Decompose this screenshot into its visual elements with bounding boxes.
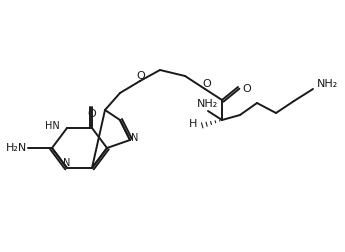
Text: N: N xyxy=(63,158,71,168)
Text: O: O xyxy=(203,79,211,89)
Text: O: O xyxy=(88,109,96,119)
Text: O: O xyxy=(137,71,145,81)
Text: H: H xyxy=(189,119,197,129)
Text: N: N xyxy=(131,133,139,143)
Text: NH₂: NH₂ xyxy=(196,99,218,109)
Text: NH₂: NH₂ xyxy=(317,79,338,89)
Text: H₂N: H₂N xyxy=(6,143,27,153)
Text: HN: HN xyxy=(45,121,60,131)
Text: O: O xyxy=(242,84,251,94)
